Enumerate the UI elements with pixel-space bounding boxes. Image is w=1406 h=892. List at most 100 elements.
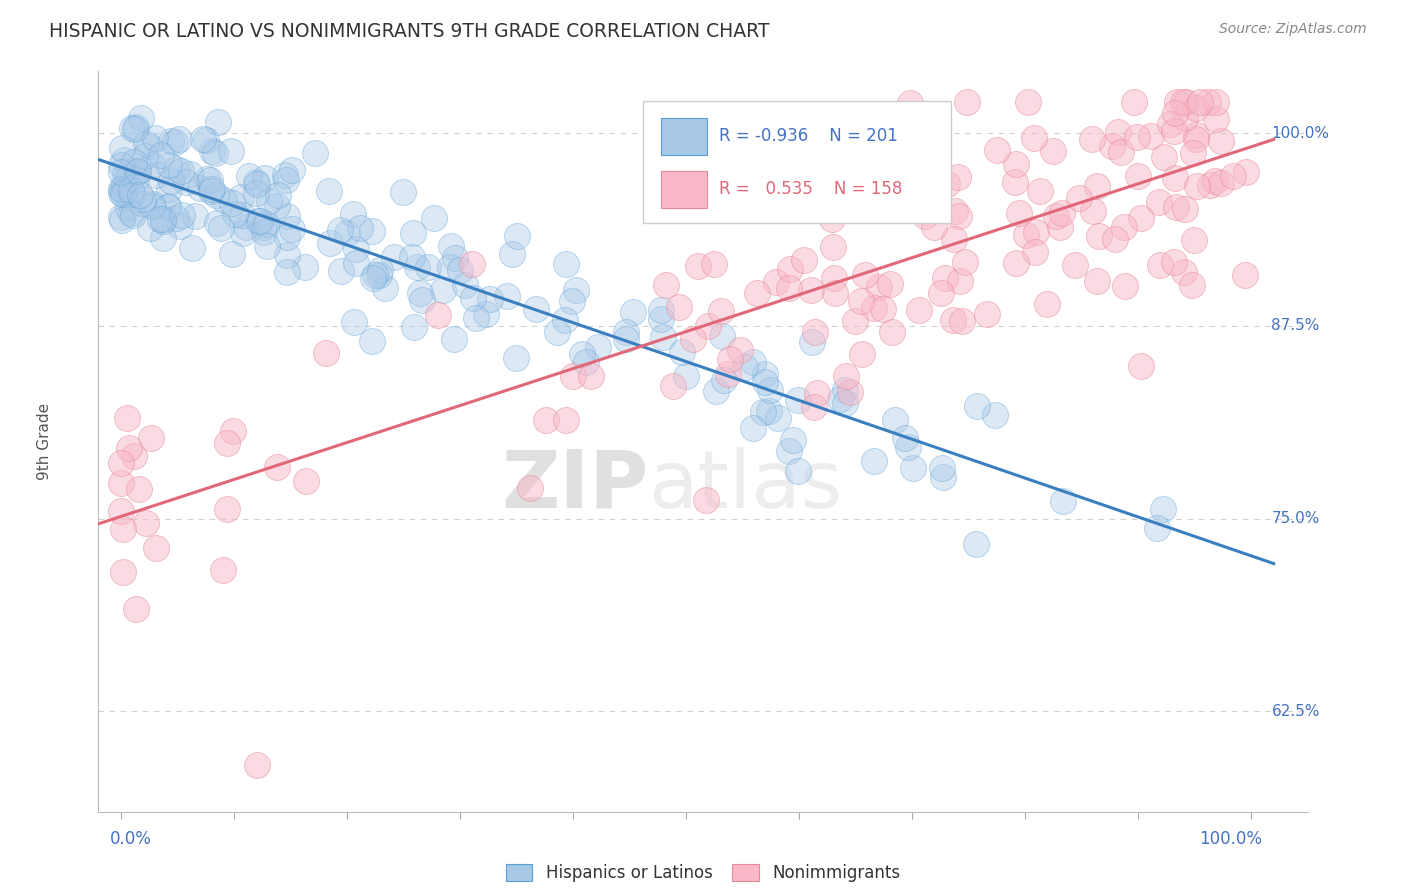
Point [198, 173, 221, 187]
Point [575, 354, 598, 368]
Point [304, 146, 326, 161]
Point [367, 268, 389, 282]
Point [160, 174, 183, 188]
Point [1005, 255, 1028, 269]
Point [778, 444, 800, 458]
Point [901, 461, 924, 475]
Point [1050, 206, 1073, 220]
Point [936, 178, 959, 192]
Point [128, 187, 150, 202]
Point [245, 175, 267, 189]
Point [853, 268, 876, 282]
Point [834, 396, 856, 410]
Point [1004, 175, 1026, 189]
Point [524, 302, 547, 317]
Point [1184, 132, 1206, 146]
Point [1234, 164, 1257, 178]
Point [235, 220, 257, 235]
Point [114, 185, 136, 199]
Point [554, 413, 576, 427]
Point [221, 196, 243, 211]
Point [789, 191, 811, 205]
Point [1197, 95, 1219, 110]
Point [344, 242, 367, 256]
Point [122, 154, 145, 169]
Point [943, 204, 966, 219]
Point [128, 483, 150, 497]
Point [276, 248, 298, 262]
Point [364, 268, 387, 283]
Point [122, 449, 145, 463]
Point [342, 207, 364, 221]
Point [112, 187, 135, 202]
Point [222, 425, 245, 439]
Point [1181, 145, 1204, 160]
Point [110, 456, 132, 470]
Point [422, 211, 444, 225]
Point [671, 344, 693, 359]
Point [803, 400, 825, 414]
Point [650, 312, 672, 326]
Point [165, 211, 187, 226]
Point [443, 332, 465, 346]
Point [253, 220, 276, 235]
Legend: Hispanics or Latinos, Nonimmigrants: Hispanics or Latinos, Nonimmigrants [499, 857, 907, 888]
Point [879, 277, 901, 291]
Point [915, 172, 938, 186]
Point [894, 431, 917, 445]
Point [1185, 128, 1208, 142]
Point [124, 122, 146, 136]
Text: R = -0.936    N = 201: R = -0.936 N = 201 [718, 127, 897, 145]
Point [965, 537, 987, 551]
Point [710, 304, 733, 318]
Point [565, 283, 588, 297]
Point [172, 208, 194, 222]
Point [139, 220, 162, 235]
Point [343, 315, 366, 329]
Point [942, 313, 965, 327]
Point [409, 286, 432, 301]
Point [1085, 179, 1108, 194]
Point [152, 211, 174, 226]
Text: R =   0.535    N = 158: R = 0.535 N = 158 [718, 180, 903, 198]
Point [201, 182, 224, 196]
Point [152, 214, 174, 228]
Point [221, 246, 243, 260]
Point [280, 222, 302, 236]
Text: 100.0%: 100.0% [1271, 126, 1330, 141]
Point [758, 404, 780, 418]
Point [956, 95, 979, 110]
Point [702, 257, 724, 271]
Point [823, 270, 845, 285]
Point [276, 265, 298, 279]
Point [1147, 194, 1170, 209]
Point [170, 164, 193, 178]
Point [765, 275, 787, 289]
Point [449, 263, 471, 277]
Point [1067, 191, 1090, 205]
Point [318, 184, 340, 198]
Point [125, 165, 148, 179]
Point [132, 192, 155, 206]
Point [1042, 144, 1064, 158]
Point [111, 141, 134, 155]
Point [1049, 219, 1071, 234]
Point [966, 399, 988, 413]
Point [806, 386, 828, 401]
Point [1107, 125, 1129, 139]
Point [1211, 177, 1233, 191]
Point [834, 369, 856, 384]
Point [474, 307, 496, 321]
Point [675, 368, 697, 383]
Point [148, 212, 170, 227]
Point [1173, 265, 1195, 279]
Point [1112, 220, 1135, 235]
Point [1085, 274, 1108, 288]
Point [134, 149, 156, 163]
Point [1205, 95, 1227, 110]
Point [432, 283, 454, 297]
Point [534, 412, 557, 426]
Text: 62.5%: 62.5% [1271, 704, 1320, 719]
Point [834, 383, 856, 397]
Text: 87.5%: 87.5% [1271, 318, 1320, 334]
